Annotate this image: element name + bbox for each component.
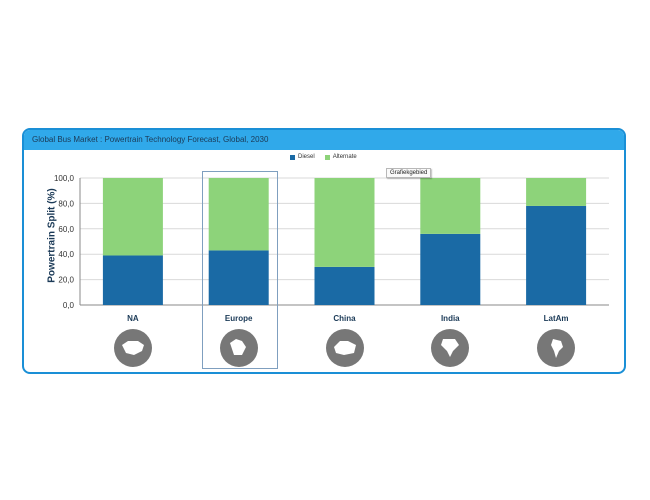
india-map-icon (431, 329, 470, 367)
bar-alternate-india (420, 178, 481, 234)
y-tick-label: 60,0 (58, 225, 74, 234)
y-tick-label: 80,0 (58, 199, 74, 208)
legend-swatch-diesel (290, 154, 295, 160)
plot-area[interactable]: 0,0 20,0 40,0 60,0 80,0 100,0 (24, 130, 624, 372)
bar-alternate-europe (208, 178, 269, 251)
legend-label-alternate: Alternate (332, 154, 357, 160)
chart-title: Global Bus Market : Powertrain Technolog… (24, 130, 624, 150)
x-tick-label-china: China (333, 314, 356, 323)
legend-label-diesel: Diesel (298, 154, 315, 160)
bar-diesel-india (420, 233, 481, 305)
bar-alternate-china (314, 178, 375, 267)
chart-area-tooltip: Grafiekgebied (386, 168, 432, 178)
north-america-map-icon (113, 329, 152, 367)
y-tick-label: 40,0 (58, 250, 74, 259)
chart-frame: Global Bus Market : Powertrain Technolog… (22, 128, 626, 374)
bar-alternate-latam (526, 178, 587, 206)
bar-diesel-latam (526, 205, 587, 305)
legend-swatch-alternate (324, 154, 330, 160)
x-tick-label-na: NA (127, 314, 139, 323)
x-tick-label-latam: LatAm (543, 314, 569, 323)
y-tick-label: 100,0 (54, 174, 75, 183)
china-map-icon (325, 329, 364, 367)
x-tick-label-europe: Europe (224, 314, 253, 323)
legend-item-diesel: Diesel (290, 154, 315, 160)
selected-category-box[interactable] (202, 171, 278, 369)
latin-america-map-icon (537, 329, 576, 367)
bar-diesel-na (102, 255, 163, 305)
y-tick-label: 20,0 (58, 276, 74, 285)
bar-diesel-europe (208, 250, 269, 305)
x-tick-label-india: India (440, 314, 460, 323)
bar-diesel-china (314, 266, 375, 305)
europe-map-icon (219, 329, 258, 367)
chart-legend: Diesel Alternate (290, 154, 357, 160)
y-tick-label: 0,0 (63, 301, 75, 310)
legend-item-alternate: Alternate (324, 154, 357, 160)
bar-alternate-na (102, 178, 163, 256)
